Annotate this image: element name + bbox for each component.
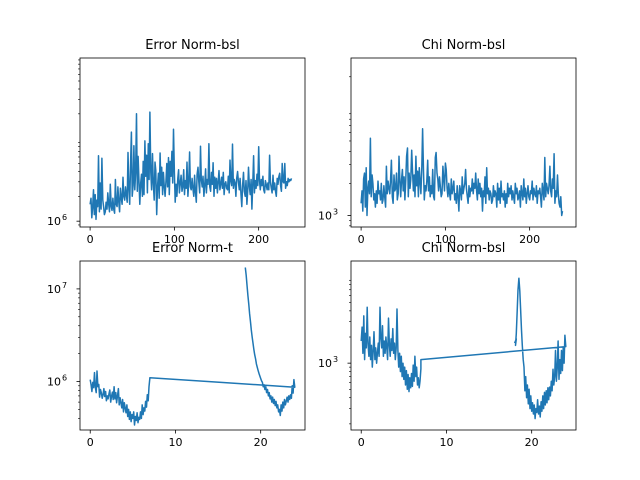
y-tick-label: 10 6 [47, 374, 67, 389]
subplot-title: Chi Norm-bsl [422, 38, 506, 53]
series-line [89, 267, 296, 426]
axes-frame [79, 260, 306, 431]
x-tick-label: 10 [439, 436, 453, 449]
y-tick-label: 10 3 [318, 355, 338, 370]
x-tick-label: 10 [168, 436, 182, 449]
axes-frame [350, 57, 577, 228]
subplot-1: Error Norm-bsl 0 100 200 10 6 [47, 38, 306, 246]
y-tick-exponent: 3 [333, 207, 338, 216]
subplot-2: Chi Norm-bsl 0 100 200 10 3 [318, 38, 577, 246]
y-tick-label: 10 3 [318, 207, 338, 222]
subplot-title: Error Norm-bsl [145, 38, 240, 53]
x-tick-label: 20 [525, 436, 539, 449]
x-tick-label: 200 [519, 233, 540, 246]
y-tick-exponent: 6 [62, 374, 67, 383]
y-tick-exponent: 6 [62, 213, 67, 222]
subplot-title: Error Norm-t [152, 241, 233, 256]
series-line [89, 111, 293, 221]
x-tick-label: 0 [87, 436, 94, 449]
y-tick-base: 10 [47, 283, 61, 296]
y-tick-label: 10 6 [47, 213, 67, 228]
x-tick-label: 20 [254, 436, 268, 449]
y-tick-exponent: 3 [333, 355, 338, 364]
series-line [360, 128, 564, 217]
x-tick-label: 0 [358, 436, 365, 449]
x-tick-label: 0 [358, 233, 365, 246]
x-tick-label: 100 [164, 233, 185, 246]
x-tick-label: 200 [248, 233, 269, 246]
axes-frame [350, 260, 577, 431]
x-tick-label: 100 [435, 233, 456, 246]
series-line [360, 277, 567, 420]
x-tick-label: 0 [87, 233, 94, 246]
y-tick-base: 10 [47, 376, 61, 389]
subplot-title: Chi Norm-bsl [422, 241, 506, 256]
y-tick-base: 10 [318, 209, 332, 222]
y-tick-base: 10 [47, 215, 61, 228]
y-tick-base: 10 [318, 357, 332, 370]
y-tick-exponent: 7 [62, 281, 67, 290]
y-tick-label: 10 7 [47, 281, 67, 296]
